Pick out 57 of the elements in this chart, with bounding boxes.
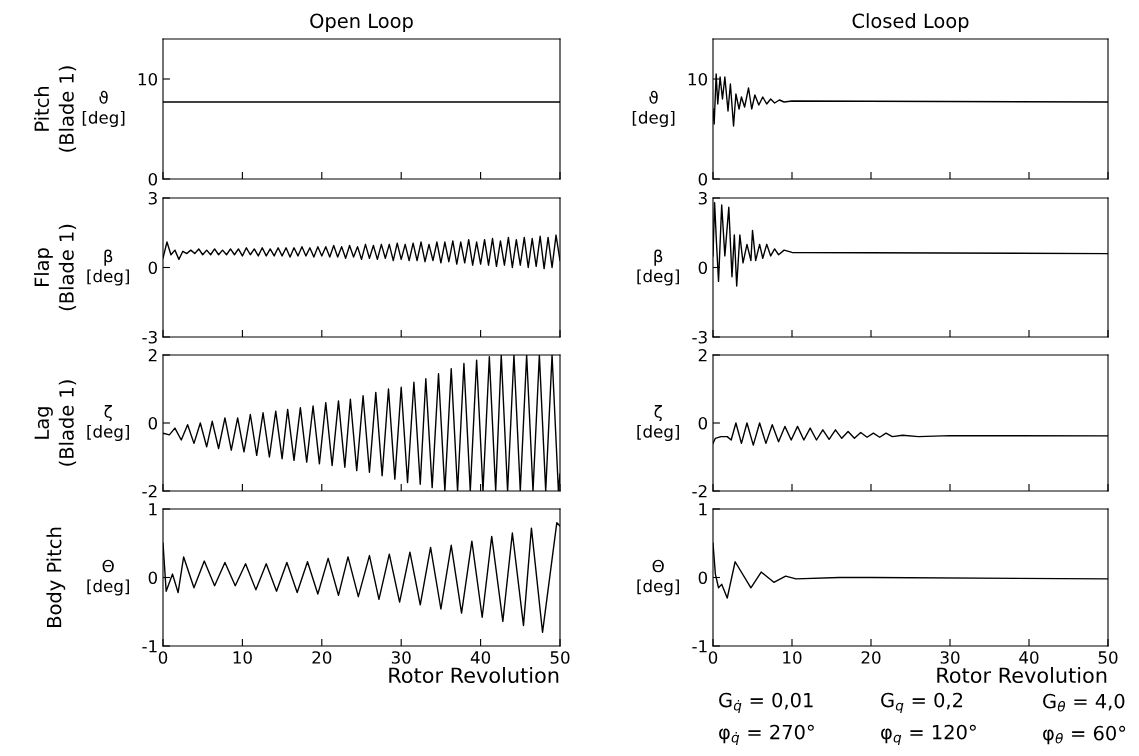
x-tick-label: 40: [1019, 651, 1039, 664]
y-tick-label: 1: [699, 503, 707, 516]
x-tick-label: 50: [550, 651, 570, 664]
y-tick-label: 1: [149, 503, 157, 516]
text: φ$_{θ}$ = 60°: [1043, 725, 1126, 745]
text: Lag (Blade 1): [34, 380, 77, 466]
y-tick-label: -3: [142, 330, 157, 344]
y-axis-title: ϑ [deg]: [632, 90, 675, 128]
x-axis-title: Rotor Revolution: [389, 666, 559, 684]
x-tick-label: 20: [312, 651, 332, 664]
y-axis-title: ϑ [deg]: [82, 90, 125, 128]
x-tick-label: 20: [861, 651, 881, 664]
text: G$_{q}$ = 0,2: [881, 692, 963, 714]
y-tick-label: 0: [698, 172, 708, 186]
y-tick-label: 0: [148, 416, 158, 430]
text: φ$_{q̇}$ = 270°: [719, 724, 814, 746]
x-tick-label: 0: [158, 651, 168, 664]
chart-title: Open Loop: [310, 13, 413, 32]
chart-title: Closed Loop: [852, 13, 969, 32]
y-axis-title: ζ [deg]: [87, 404, 129, 442]
y-tick-label: 3: [698, 191, 707, 205]
y-axis-title: β [deg]: [637, 249, 679, 286]
text: Flap (Blade 1): [34, 224, 77, 311]
y-axis-title: β [deg]: [87, 249, 129, 286]
y-tick-label: -2: [142, 484, 157, 498]
x-axis-title: Rotor Revolution: [937, 666, 1107, 684]
y-axis-title: Θ [deg]: [637, 559, 679, 596]
x-tick-label: 10: [233, 651, 252, 664]
y-tick-label: 0: [148, 261, 158, 275]
y-tick-label: 2: [148, 348, 157, 362]
x-tick-label: 30: [940, 651, 960, 664]
text: φ$_{q}$ = 120°: [881, 724, 976, 746]
line-series: [163, 355, 560, 491]
y-tick-label: -3: [692, 330, 707, 344]
y-tick-label: -1: [692, 640, 707, 653]
y-tick-label: 2: [698, 348, 707, 362]
text: G$_{θ}$ = 4,0: [1043, 693, 1125, 712]
y-tick-label: 0: [148, 172, 158, 186]
y-tick-label: 0: [698, 416, 708, 430]
y-tick-label: 0: [148, 571, 158, 585]
y-tick-label: -1: [142, 640, 157, 653]
text: G$_{q̇}$ = 0,01: [719, 692, 813, 714]
y-tick-label: -2: [692, 484, 707, 498]
text: Body Pitch: [46, 527, 66, 627]
x-tick-label: 0: [708, 651, 718, 664]
y-tick-label: 3: [148, 191, 157, 205]
y-tick-label: 10: [138, 72, 158, 86]
x-tick-label: 30: [391, 651, 411, 664]
y-tick-label: 0: [698, 571, 708, 585]
x-tick-label: 40: [470, 651, 491, 664]
text: Pitch (Blade 1): [34, 66, 77, 152]
x-tick-label: 50: [1098, 651, 1118, 664]
x-tick-label: 10: [783, 651, 802, 664]
y-tick-label: 0: [698, 261, 708, 275]
y-axis-title: ζ [deg]: [637, 404, 679, 442]
y-tick-label: 10: [688, 72, 708, 86]
y-axis-title: Θ [deg]: [87, 559, 129, 596]
